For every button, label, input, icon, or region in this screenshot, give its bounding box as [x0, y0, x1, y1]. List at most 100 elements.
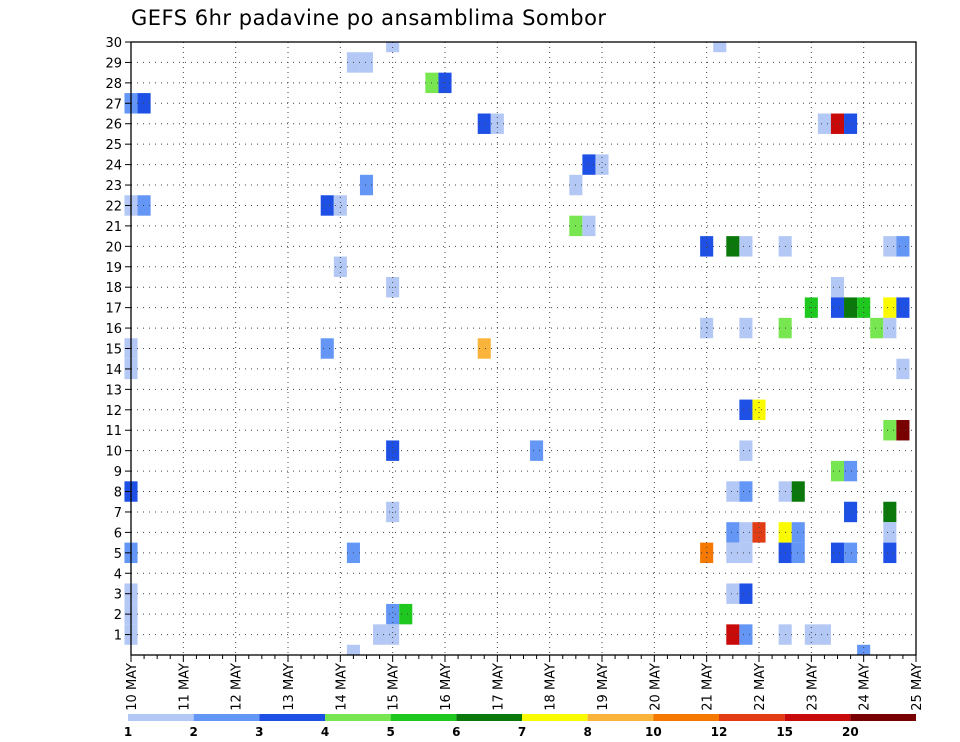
- y-tick-label: 23: [105, 179, 122, 194]
- heatmap-cell: [844, 460, 858, 482]
- legend-swatch: [587, 714, 654, 721]
- heatmap-cell: [883, 297, 897, 318]
- heatmap-cell: [830, 297, 845, 318]
- heatmap-cell: [386, 501, 400, 523]
- x-tick-label: 19 MAY: [596, 663, 611, 711]
- x-tick-label: 23 MAY: [805, 663, 820, 711]
- y-tick-label: 2: [114, 608, 122, 623]
- legend-label: 5: [386, 725, 394, 739]
- y-tick-label: 21: [105, 220, 122, 235]
- heatmap-cell: [700, 317, 714, 339]
- y-tick-label: 18: [105, 281, 122, 296]
- y-tick-label: 28: [105, 77, 122, 92]
- legend-label: 12: [711, 725, 728, 739]
- heatmap-cell: [896, 420, 910, 441]
- x-tick-label: 24 MAY: [858, 663, 873, 711]
- legend-swatch: [390, 714, 457, 721]
- y-tick-label: 26: [105, 118, 122, 133]
- x-tick-label: 21 MAY: [701, 663, 716, 711]
- heatmap-cell: [530, 440, 544, 461]
- y-tick-label: 27: [105, 97, 122, 112]
- heatmap-cell: [739, 399, 753, 421]
- legend-label: 15: [776, 725, 793, 739]
- chart-title: GEFS 6hr padavine po ansamblima Sombor: [131, 6, 607, 30]
- y-tick-label: 17: [105, 302, 122, 317]
- legend-label: 7: [518, 725, 526, 739]
- heatmap-cell: [844, 501, 858, 523]
- cell-layer: [124, 42, 910, 655]
- heatmap-cell: [726, 522, 740, 543]
- heatmap-cell: [320, 338, 334, 359]
- heatmap-cell: [726, 481, 740, 502]
- y-tick-label: 10: [105, 445, 122, 460]
- axes-layer: 1234567891011121314151617181920212223242…: [105, 36, 925, 711]
- y-tick-label: 7: [114, 506, 122, 521]
- heatmap-cell: [137, 93, 151, 114]
- y-tick-label: 30: [105, 36, 122, 51]
- legend-swatch: [522, 714, 588, 721]
- heatmap-cell: [582, 215, 596, 237]
- heatmap-cell: [844, 297, 858, 318]
- x-tick-label: 11 MAY: [177, 663, 192, 711]
- y-tick-label: 24: [105, 159, 122, 174]
- legend-swatch: [259, 714, 325, 721]
- y-tick-label: 11: [105, 424, 122, 439]
- heatmap-cell: [883, 542, 897, 564]
- heatmap-cell: [726, 236, 740, 257]
- heatmap-cell: [359, 52, 374, 73]
- y-tick-label: 4: [114, 567, 122, 582]
- heatmap-cell: [857, 644, 871, 655]
- legend-swatch: [850, 714, 916, 721]
- heatmap-cell: [739, 481, 753, 502]
- x-tick-label: 15 MAY: [387, 663, 402, 711]
- legend-label: 4: [321, 725, 329, 739]
- heatmap-cell: [896, 236, 910, 257]
- legend-swatch: [784, 714, 851, 721]
- heatmap-cell: [386, 603, 400, 625]
- x-tick-label: 25 MAY: [910, 663, 925, 711]
- heatmap-cell: [739, 522, 753, 543]
- legend-label: 2: [189, 725, 197, 739]
- heatmap-cell: [883, 317, 897, 339]
- heatmap-cell: [137, 195, 151, 216]
- heatmap-cell: [830, 276, 845, 298]
- heatmap-cell: [726, 542, 740, 564]
- heatmap-cell: [791, 481, 805, 502]
- heatmap-cell: [739, 317, 753, 339]
- y-tick-label: 3: [114, 588, 122, 603]
- heatmap-cell: [883, 501, 897, 523]
- y-tick-label: 25: [105, 138, 122, 153]
- heatmap-cell: [844, 542, 858, 564]
- legend-swatch: [719, 714, 785, 721]
- legend-label: 6: [452, 725, 460, 739]
- heatmap-cell: [346, 644, 360, 655]
- y-tick-label: 12: [105, 404, 122, 419]
- heatmap-cell: [830, 460, 845, 482]
- heatmap-cell: [883, 420, 897, 441]
- legend-swatch: [193, 714, 260, 721]
- heatmap-cell: [726, 624, 740, 645]
- x-tick-label: 13 MAY: [282, 663, 297, 711]
- legend-label: 3: [255, 725, 263, 739]
- heatmap-cell: [739, 236, 753, 257]
- y-tick-label: 1: [114, 629, 122, 644]
- heatmap-cell: [477, 338, 491, 359]
- heatmap-cell: [726, 583, 740, 604]
- heatmap-cell: [477, 113, 491, 134]
- x-tick-label: 17 MAY: [491, 663, 506, 711]
- heatmap-cell: [883, 522, 897, 543]
- y-tick-label: 19: [105, 261, 122, 276]
- legend-layer: 1 2 3 4 5 6 7 8 10 12 15 20: [124, 714, 916, 739]
- heatmap-cell: [830, 542, 845, 564]
- y-tick-label: 5: [114, 547, 122, 562]
- heatmap-cell: [817, 113, 831, 134]
- heatmap-cell: [595, 154, 609, 175]
- y-tick-label: 16: [105, 322, 122, 337]
- legend-swatch: [456, 714, 522, 721]
- heatmap-cell: [386, 624, 400, 645]
- legend-label: 8: [583, 725, 591, 739]
- heatmap-cell: [752, 399, 766, 421]
- heatmap-cell: [791, 522, 805, 543]
- legend-label: 10: [645, 725, 662, 739]
- y-tick-label: 22: [105, 199, 122, 214]
